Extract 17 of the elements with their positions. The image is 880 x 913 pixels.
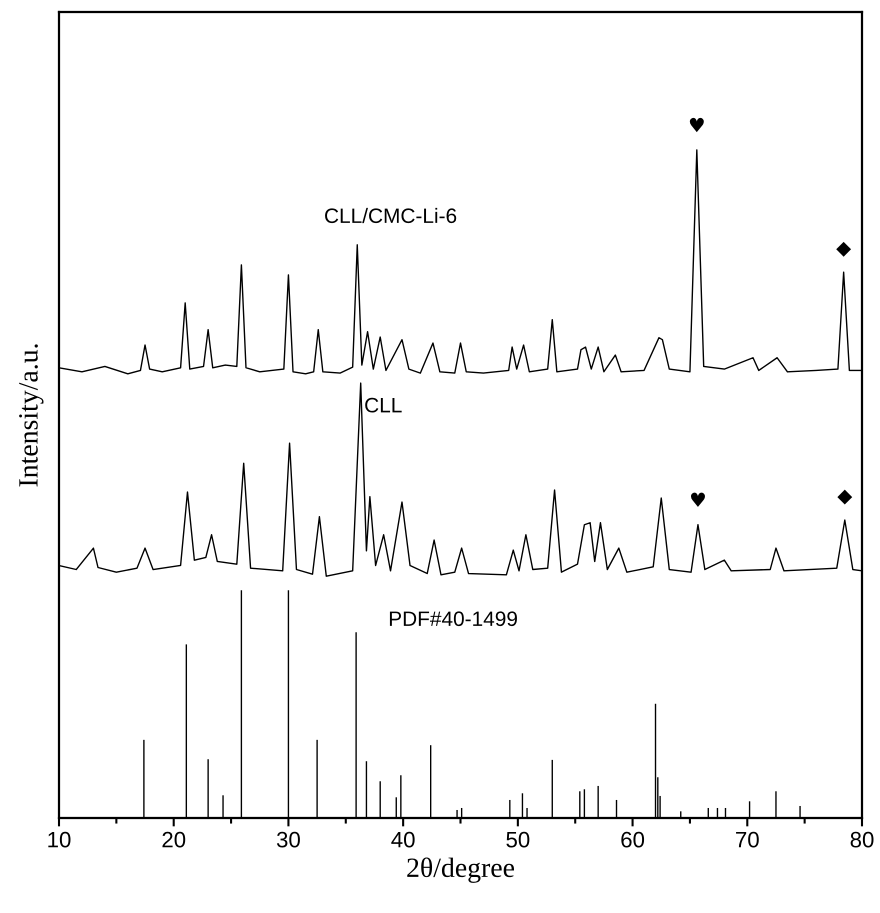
series-label: CLL bbox=[365, 398, 402, 413]
x-tick-label: 20 bbox=[162, 832, 186, 848]
x-tick-label: 60 bbox=[621, 832, 644, 848]
series-label: CLL/CMC-Li-6 bbox=[325, 208, 456, 224]
annotation: ◆ bbox=[837, 490, 852, 505]
annotation: ♥ bbox=[690, 492, 705, 507]
x-tick-label: 10 bbox=[48, 832, 70, 848]
x-axis-title: 2θ/degree bbox=[407, 857, 514, 883]
x-tick-label: 50 bbox=[506, 832, 530, 848]
y-axis-title: Intensity/a.u. bbox=[19, 344, 44, 487]
x-tick-label: 30 bbox=[276, 832, 300, 848]
annotation: ♥ bbox=[690, 118, 704, 132]
series-label: PDF#40-1499 bbox=[390, 611, 517, 626]
x-tick-label: 80 bbox=[850, 832, 874, 848]
x-tick-label: 70 bbox=[736, 832, 759, 848]
x-tick-label: 40 bbox=[391, 832, 415, 848]
annotation: ◆ bbox=[836, 242, 852, 257]
